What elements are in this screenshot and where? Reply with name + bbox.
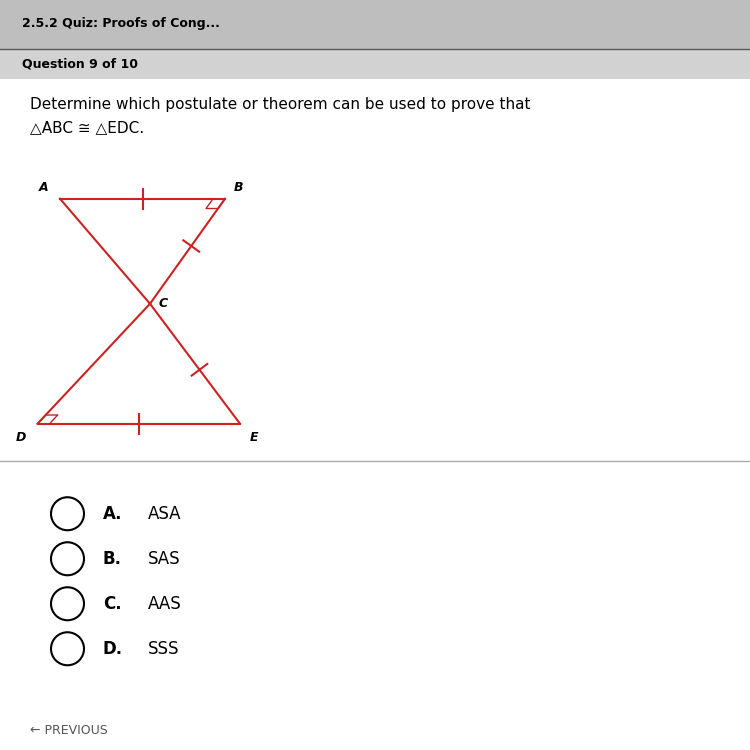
Text: Determine which postulate or theorem can be used to prove that: Determine which postulate or theorem can…	[30, 98, 530, 112]
Text: C: C	[159, 297, 168, 310]
Text: △ABC ≅ △EDC.: △ABC ≅ △EDC.	[30, 120, 144, 135]
Text: D: D	[16, 430, 26, 444]
Text: B: B	[234, 181, 243, 194]
Text: C.: C.	[103, 595, 122, 613]
Text: Question 9 of 10: Question 9 of 10	[22, 57, 139, 70]
Text: ASA: ASA	[148, 505, 182, 523]
Text: D.: D.	[103, 640, 123, 658]
Text: A.: A.	[103, 505, 122, 523]
Text: B.: B.	[103, 550, 122, 568]
FancyBboxPatch shape	[0, 0, 750, 49]
Text: SSS: SSS	[148, 640, 179, 658]
FancyBboxPatch shape	[0, 49, 750, 79]
Text: AAS: AAS	[148, 595, 182, 613]
FancyBboxPatch shape	[0, 79, 750, 750]
Text: E: E	[249, 430, 258, 444]
Text: ← PREVIOUS: ← PREVIOUS	[30, 724, 108, 736]
Text: SAS: SAS	[148, 550, 180, 568]
Text: 2.5.2 Quiz: Proofs of Cong...: 2.5.2 Quiz: Proofs of Cong...	[22, 17, 220, 31]
Text: A: A	[39, 181, 48, 194]
